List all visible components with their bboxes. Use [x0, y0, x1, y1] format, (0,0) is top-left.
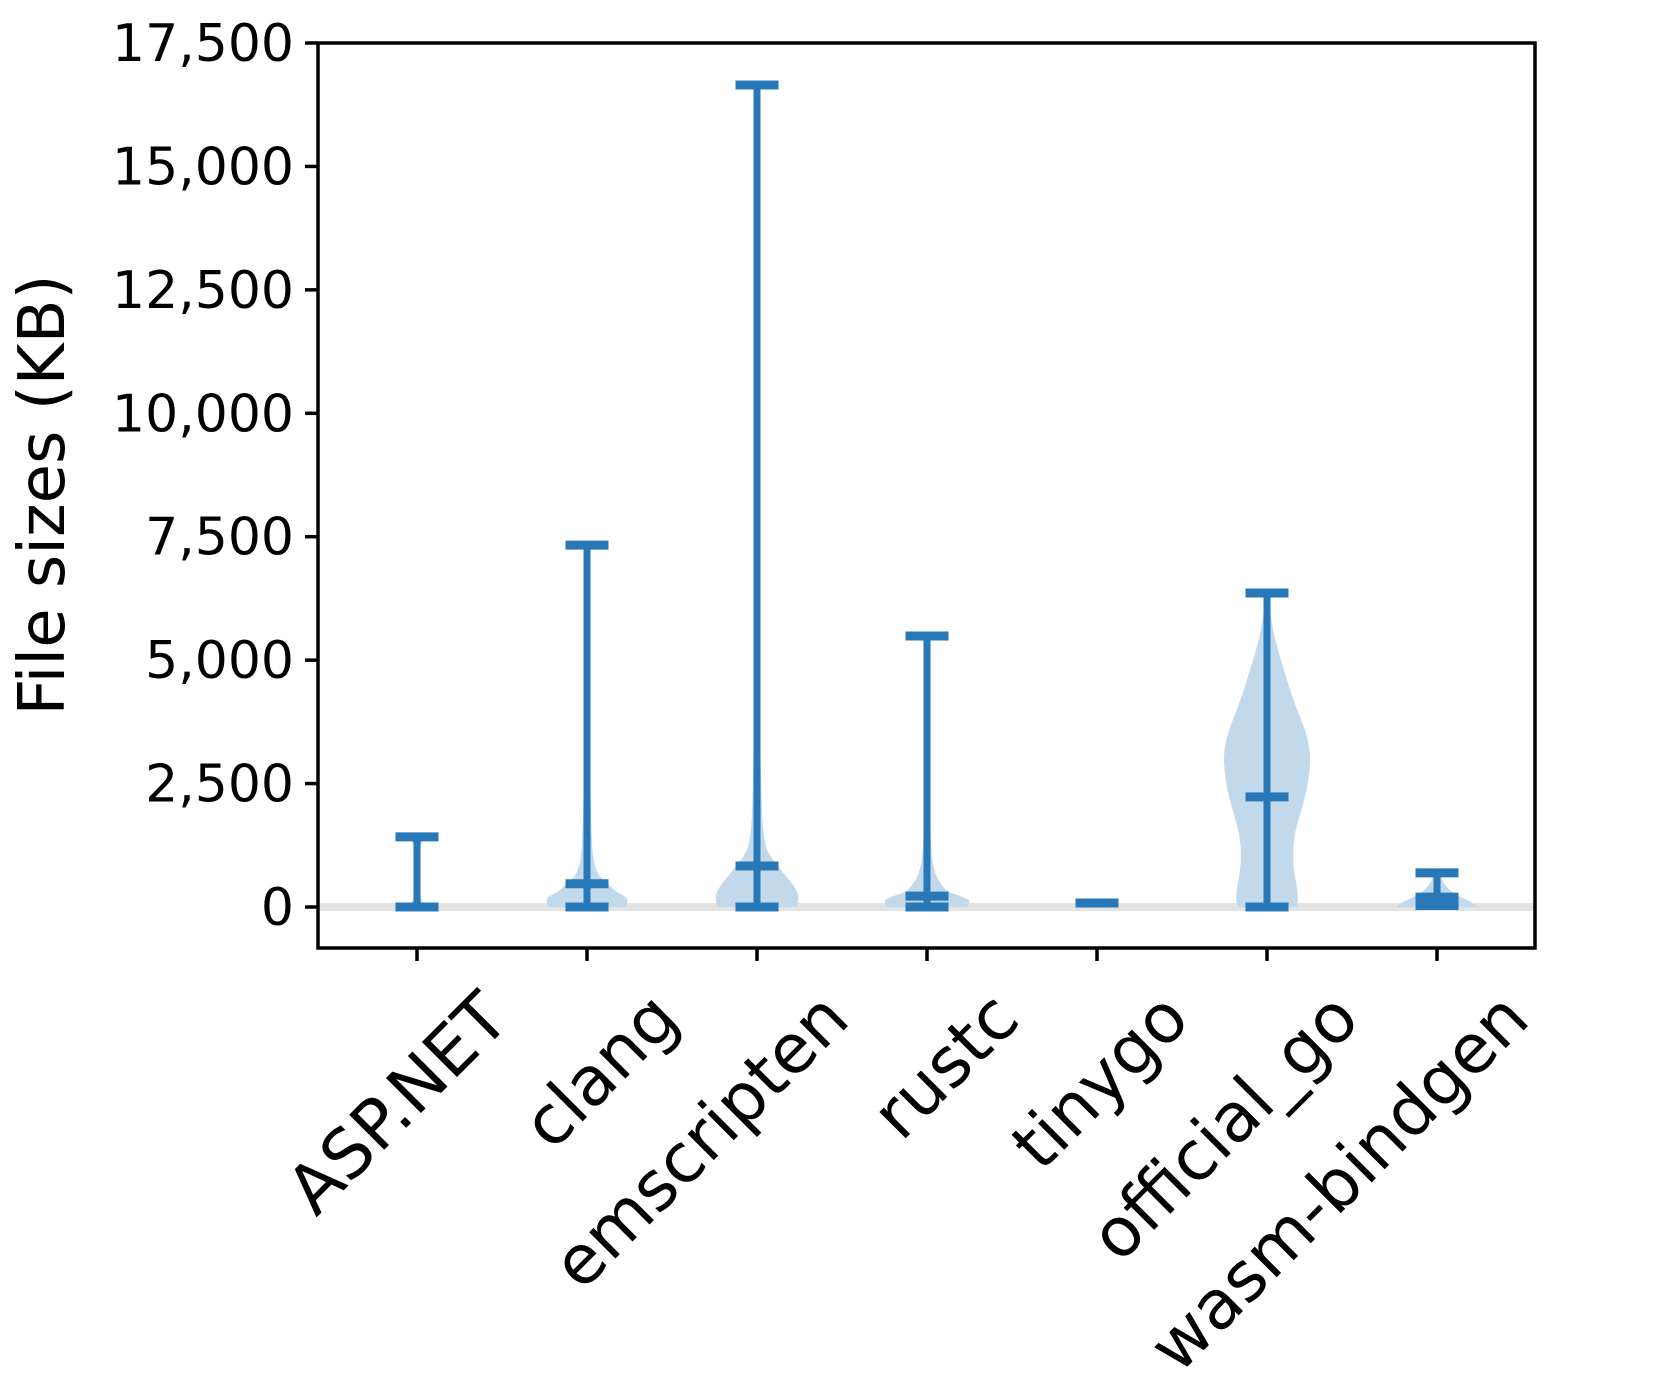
y-tick-label-12500: 12,500	[112, 261, 294, 321]
y-tick-label-2500: 2,500	[145, 755, 294, 815]
y-tick-label-10000: 10,000	[112, 384, 294, 444]
y-tick-label-5000: 5,000	[145, 631, 294, 691]
y-tick-label-17500: 17,500	[112, 14, 294, 74]
x-tick-label-ASP.NET: ASP.NET	[272, 978, 524, 1230]
y-tick-label-15000: 15,000	[112, 137, 294, 197]
y-axis-label: File sizes (KB)	[6, 274, 80, 715]
y-tick-label-0: 0	[261, 878, 294, 938]
y-tick-label-7500: 7,500	[145, 508, 294, 568]
